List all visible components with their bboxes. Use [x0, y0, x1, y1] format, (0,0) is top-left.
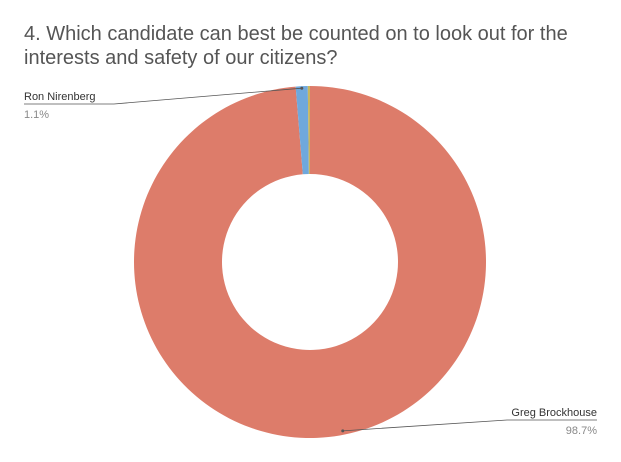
leader-dot — [341, 429, 345, 433]
slice — [295, 86, 309, 175]
leader-line — [24, 87, 302, 105]
leader-dot — [300, 86, 304, 90]
slice — [134, 86, 487, 439]
slice-label: Greg Brockhouse — [511, 407, 597, 419]
chart-title: 4. Which candidate can best be counted o… — [24, 23, 568, 69]
slice — [307, 86, 310, 175]
leader-line — [342, 419, 597, 432]
value-label: 1.1% — [24, 109, 49, 121]
slice-label: Ron Nirenberg — [24, 91, 96, 103]
value-label: 98.7% — [566, 425, 597, 437]
